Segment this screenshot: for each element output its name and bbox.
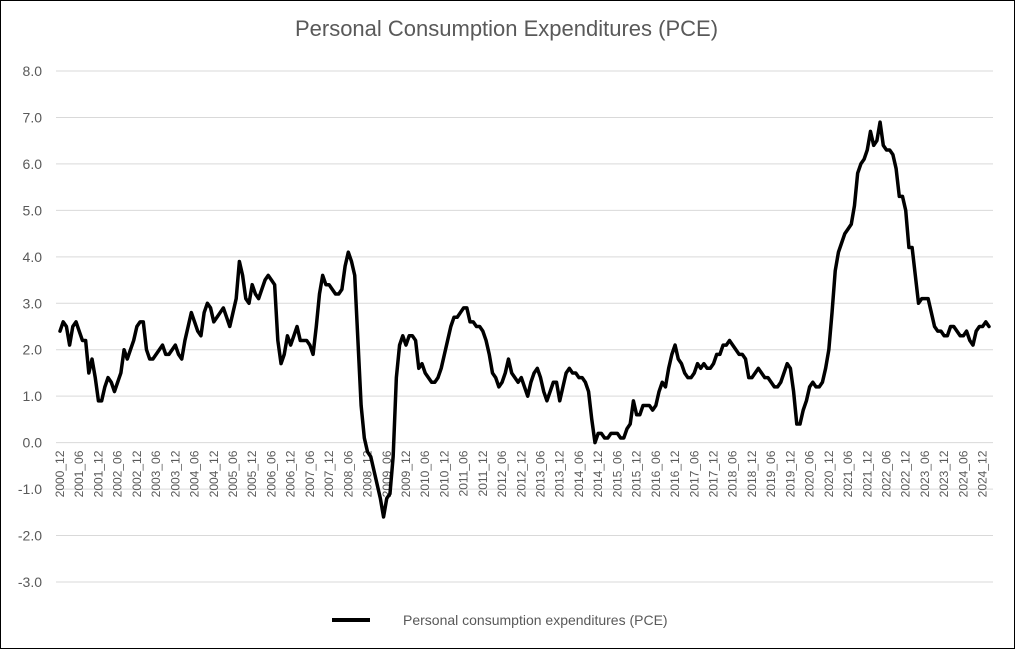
legend-label: Personal consumption expenditures (PCE): [403, 612, 668, 628]
x-tick-label: 2001_06: [72, 450, 86, 497]
x-tick-label: 2019_06: [764, 450, 778, 497]
x-tick-label: 2018_12: [745, 450, 759, 497]
x-tick-label: 2003_12: [168, 450, 182, 497]
y-tick-label: 0.0: [23, 435, 43, 451]
legend: Personal consumption expenditures (PCE): [332, 612, 668, 628]
x-tick-label: 2002_12: [130, 450, 144, 497]
x-axis-ticks: 2000_12 2001_06 2001_12 2002_06 2002_12 2003_…: [53, 450, 990, 497]
x-tick-label: 2018_06: [726, 450, 740, 497]
x-tick-label: 2010_06: [418, 450, 432, 497]
x-tick-label: 2007_06: [303, 450, 317, 497]
x-tick-label: 2021_06: [841, 450, 855, 497]
y-tick-label: 3.0: [23, 295, 43, 311]
x-tick-label: 2015_06: [610, 450, 624, 497]
chart-title: Personal Consumption Expenditures (PCE): [294, 16, 719, 41]
x-tick-label: 2001_12: [91, 450, 105, 497]
series-line-pce: [58, 120, 991, 519]
y-tick-label: -2.0: [18, 528, 42, 544]
y-tick-label: 8.0: [23, 63, 43, 79]
x-tick-label: 2017_06: [687, 450, 701, 497]
x-tick-label: 2024_12: [976, 450, 990, 497]
y-tick-label: 5.0: [23, 202, 43, 218]
x-tick-label: 2005_12: [245, 450, 259, 497]
x-tick-label: 2020_06: [803, 450, 817, 497]
x-tick-label: 2024_06: [956, 450, 970, 497]
y-tick-label: 6.0: [23, 156, 43, 172]
x-tick-label: 2007_12: [322, 450, 336, 497]
x-tick-label: 2011_12: [476, 450, 490, 496]
x-tick-label: 2002_06: [111, 450, 125, 497]
x-tick-label: 2016_12: [668, 450, 682, 497]
x-tick-label: 2017_12: [707, 450, 721, 497]
x-tick-label: 2004_12: [207, 450, 221, 497]
x-tick-label: 2015_12: [630, 450, 644, 497]
y-axis-ticks: 8.0 7.0 6.0 5.0 4.0 3.0 2.0 1.0 0.0 -1.0 -2.0 -3.0: [18, 63, 42, 590]
y-tick-label: 1.0: [23, 388, 43, 404]
x-tick-label: 2023_12: [937, 450, 951, 497]
x-tick-label: 2019_12: [783, 450, 797, 497]
x-tick-label: 2012_06: [495, 450, 509, 497]
y-tick-label: -3.0: [18, 574, 42, 590]
x-tick-label: 2022_06: [879, 450, 893, 497]
y-tick-label: 7.0: [23, 109, 43, 125]
x-tick-label: 2011_06: [457, 450, 471, 496]
x-tick-label: 2010_12: [437, 450, 451, 497]
gridlines: [56, 70, 993, 583]
x-tick-label: 2013_12: [553, 450, 567, 497]
y-tick-label: 4.0: [23, 249, 43, 265]
x-tick-label: 2020_12: [822, 450, 836, 497]
x-tick-label: 2022_12: [899, 450, 913, 497]
x-tick-label: 2009_12: [399, 450, 413, 497]
x-tick-label: 2016_06: [649, 450, 663, 497]
x-tick-label: 2013_06: [534, 450, 548, 497]
x-tick-label: 2005_06: [226, 450, 240, 497]
x-tick-label: 2008_06: [341, 450, 355, 497]
x-tick-label: 2014_12: [591, 450, 605, 497]
x-tick-label: 2003_06: [149, 450, 163, 497]
x-tick-label: 2006_12: [284, 450, 298, 497]
y-tick-label: -1.0: [18, 481, 42, 497]
y-tick-label: 2.0: [23, 342, 43, 358]
x-tick-label: 2006_06: [264, 450, 278, 497]
x-tick-label: 2023_06: [918, 450, 932, 497]
x-tick-label: 2012_12: [514, 450, 528, 497]
x-tick-label: 2014_06: [572, 450, 586, 497]
x-tick-label: 2004_06: [188, 450, 202, 497]
x-tick-label: 2000_12: [53, 450, 67, 497]
series-group: [58, 120, 991, 519]
x-tick-label: 2021_12: [860, 450, 874, 497]
